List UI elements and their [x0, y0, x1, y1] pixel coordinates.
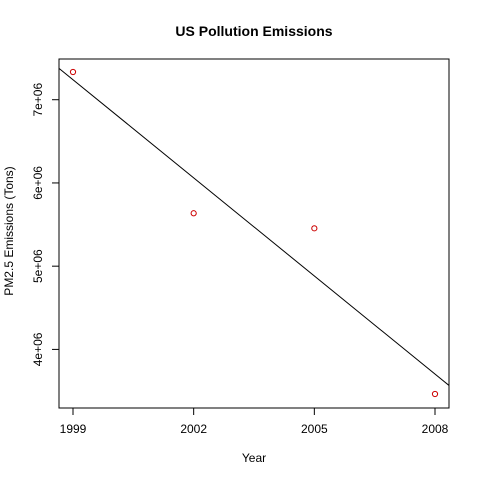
data-point: [431, 390, 439, 398]
x-tick-label: 2008: [422, 422, 449, 436]
data-point: [311, 225, 318, 232]
trend-line-group: [58, 67, 450, 386]
chart-title: US Pollution Emissions: [175, 23, 332, 39]
trend-line: [58, 67, 450, 386]
data-point: [190, 210, 197, 217]
data-point: [69, 68, 77, 76]
x-tick-label: 1999: [60, 422, 87, 436]
y-tick-label: 4e+06: [31, 332, 45, 366]
y-tick-label: 5e+06: [31, 249, 45, 283]
x-axis: 1999 2002 2005 2008: [60, 407, 449, 436]
x-axis-label: Year: [242, 451, 266, 465]
x-tick-label: 2002: [180, 422, 207, 436]
y-tick-label: 7e+06: [31, 83, 45, 117]
y-axis: 4e+06 5e+06 6e+06 7e+06: [31, 83, 60, 366]
x-tick-label: 2005: [301, 422, 328, 436]
y-axis-label: PM2.5 Emissions (Tons): [2, 166, 16, 295]
data-points: [69, 68, 439, 398]
y-tick-label: 6e+06: [31, 166, 45, 200]
